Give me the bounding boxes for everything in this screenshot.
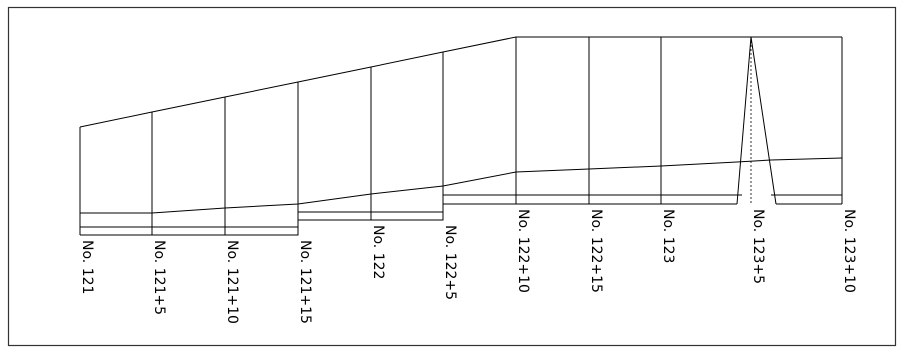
station-label: No. 123+5 (750, 209, 766, 284)
station-label: No. 123 (660, 209, 676, 263)
station-label: No. 121+15 (297, 240, 313, 324)
station-label: No. 121+5 (151, 240, 167, 315)
station-label: No. 122+15 (588, 209, 604, 293)
top-profile-line (79, 36, 842, 128)
station-label: No. 122+10 (515, 209, 531, 293)
station-label: No. 121 (79, 240, 95, 294)
spike-at-123-5 (736, 36, 777, 205)
station-label: No. 122+5 (442, 225, 458, 300)
lower-profile-line (80, 157, 843, 214)
station-label: No. 122 (370, 225, 386, 279)
station-label: No. 121+10 (224, 240, 240, 324)
datum-band-lower (80, 203, 737, 236)
drawing-border (7, 6, 897, 347)
station-label: No. 123+10 (841, 209, 857, 293)
